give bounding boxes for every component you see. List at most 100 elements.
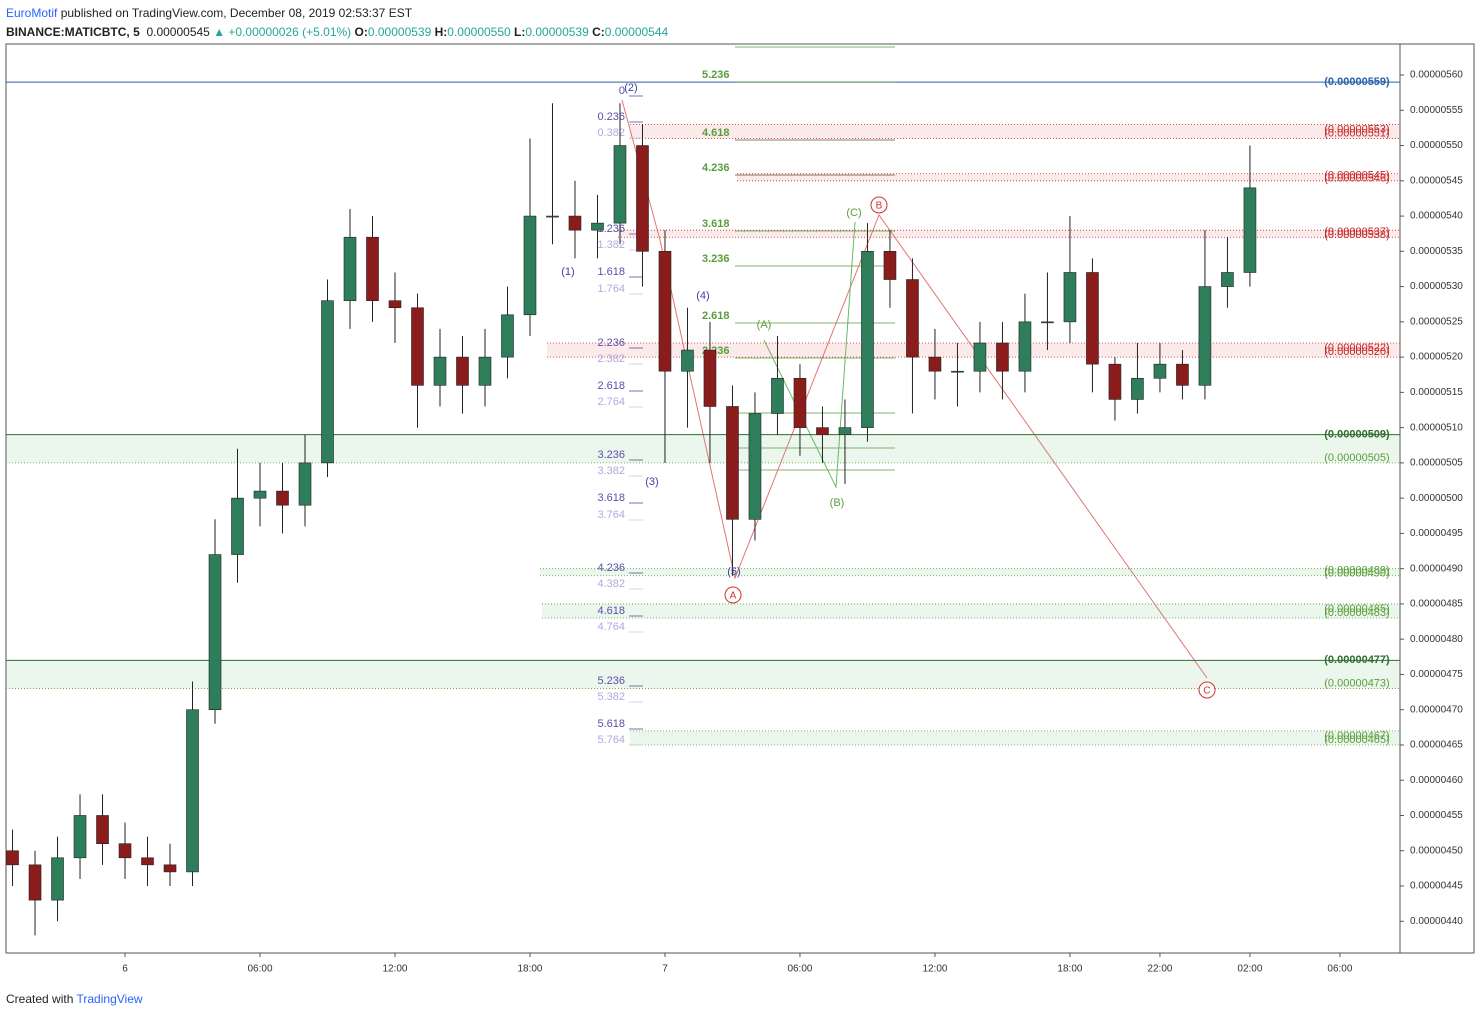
candle-body [366, 236, 379, 301]
y-tick-label: 0.00000525 [1410, 316, 1463, 327]
fib-label: 3.618 [597, 492, 625, 504]
wave-label: (2) [624, 82, 637, 94]
fib-label: 2.618 [702, 310, 730, 322]
level-label: (0.00000490) [1324, 568, 1389, 580]
candle-body [613, 145, 627, 224]
c: 0.00000544 [604, 25, 669, 39]
wave-circle [870, 196, 888, 214]
y-tick-label: 0.00000500 [1410, 493, 1463, 504]
zone [542, 603, 1400, 619]
fib-label: 4.382 [597, 578, 625, 590]
l: 0.00000539 [525, 25, 589, 39]
x-tick-label: 6 [122, 964, 128, 975]
candle-body [681, 349, 694, 372]
candle-body [1086, 272, 1099, 365]
candle-body [1153, 363, 1167, 379]
fib-label: 0.382 [597, 127, 625, 139]
y-tick-label: 0.00000510 [1410, 422, 1463, 433]
y-tick-label: 0.00000460 [1410, 775, 1463, 786]
candle-body [546, 215, 559, 218]
candle-body [433, 356, 447, 386]
candle-body [1063, 272, 1077, 323]
y-tick-label: 0.00000490 [1410, 563, 1463, 574]
candle-body [838, 427, 852, 435]
y-tick-label: 0.00000550 [1410, 140, 1463, 151]
level-label: (0.00000467) [1324, 730, 1389, 742]
y-tick-label: 0.00000520 [1410, 352, 1463, 363]
candle-body [298, 462, 312, 506]
y-tick-label: 0.00000450 [1410, 845, 1463, 856]
candle-body [771, 377, 784, 414]
author[interactable]: EuroMotif [6, 6, 58, 20]
fib-label: 4.236 [702, 162, 730, 174]
fib-label: 3.236 [597, 449, 625, 461]
fib-label: 3.764 [597, 509, 625, 521]
candle-body [1108, 363, 1122, 400]
fib-label: 1.764 [597, 283, 625, 295]
footer: Created with TradingView [6, 992, 143, 1006]
fib-label: 0.236 [597, 111, 625, 123]
level-label: (0.00000505) [1324, 452, 1389, 464]
candle-body [28, 864, 42, 901]
candle-body [6, 850, 19, 866]
candle-body [276, 490, 289, 506]
y-tick-label: 0.00000515 [1410, 387, 1463, 398]
level-label: (0.00000520) [1324, 346, 1389, 358]
y-tick-label: 0.00000505 [1410, 458, 1463, 469]
x-tick-label: 06:00 [247, 964, 272, 975]
candle-body [253, 490, 267, 499]
fib-label: 5.236 [702, 69, 730, 81]
fib-label: 5.764 [597, 734, 625, 746]
published: published on TradingView.com, December 0… [57, 6, 413, 20]
candle-body [141, 857, 154, 866]
last: 0.00000545 [146, 25, 210, 39]
fib-label: 5.618 [597, 718, 625, 730]
candle-body [388, 300, 402, 309]
fib-label: 1.236 [597, 223, 625, 235]
fib-label: 1.382 [597, 239, 625, 251]
zone [547, 343, 1400, 358]
candle-body [748, 413, 762, 520]
brand[interactable]: TradingView [76, 992, 143, 1006]
wave-label: (3) [645, 476, 658, 488]
wave-label: (1) [561, 266, 574, 278]
level-label: (0.00000483) [1324, 607, 1389, 619]
candle-body [816, 427, 829, 435]
y-tick-label: 0.00000560 [1410, 70, 1463, 81]
y-tick-label: 0.00000480 [1410, 634, 1463, 645]
candle-body [928, 356, 942, 372]
candle-body [163, 864, 177, 873]
y-tick-label: 0.00000440 [1410, 916, 1463, 927]
candle-body [726, 406, 739, 520]
h: 0.00000550 [447, 25, 511, 39]
candle-body [456, 356, 469, 386]
level-label: (0.00000559) [1324, 76, 1390, 88]
candle-body [73, 815, 87, 859]
header: EuroMotif published on TradingView.com, … [6, 4, 668, 42]
x-tick-label: 06:00 [787, 964, 812, 975]
y-tick-label: 0.00000470 [1410, 704, 1463, 715]
level-label: (0.00000485) [1324, 603, 1389, 615]
x-tick-label: 02:00 [1237, 964, 1262, 975]
candle-body [1243, 187, 1257, 273]
candle-body [321, 300, 334, 464]
y-tick-label: 0.00000445 [1410, 881, 1463, 892]
candle-body [883, 251, 897, 280]
wave-label: B [876, 201, 883, 212]
zone [737, 173, 1400, 181]
candle-body [501, 314, 514, 358]
fib-label: 3.618 [702, 218, 730, 230]
level-label: (0.00000509) [1324, 429, 1390, 441]
fib-label: 2.236 [702, 345, 730, 357]
candle-body [1221, 272, 1234, 287]
fib-label: 2.236 [597, 337, 625, 349]
publish-line: EuroMotif published on TradingView.com, … [6, 4, 668, 23]
wave-circle [1198, 681, 1216, 699]
wave-label: (5) [727, 566, 740, 578]
candle-body [478, 356, 492, 386]
fib-label: 3.382 [597, 465, 625, 477]
fib-label: 4.618 [597, 605, 625, 617]
symbol: BINANCE:MATICBTC, 5 [6, 25, 140, 39]
